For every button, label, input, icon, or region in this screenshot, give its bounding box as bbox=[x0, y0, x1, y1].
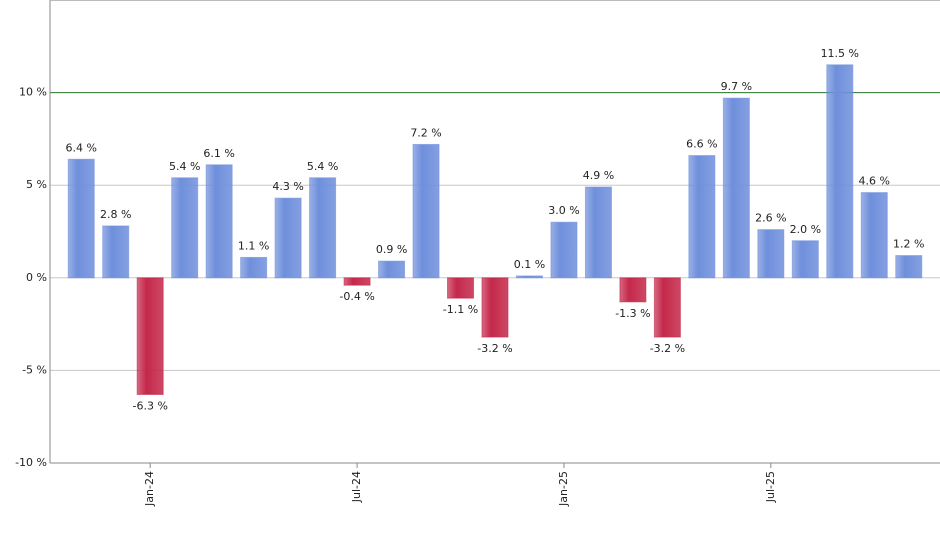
value-label: 2.0 % bbox=[790, 223, 821, 236]
bar bbox=[412, 143, 440, 279]
value-label: -3.2 % bbox=[650, 342, 685, 355]
value-label: 4.6 % bbox=[859, 175, 890, 188]
value-label: 2.8 % bbox=[100, 208, 131, 221]
bar bbox=[309, 177, 337, 279]
y-tick-label: -10 % bbox=[15, 456, 47, 469]
bar bbox=[722, 97, 750, 279]
value-label: -1.3 % bbox=[615, 307, 650, 320]
bar bbox=[550, 221, 578, 279]
value-label: 5.4 % bbox=[169, 160, 200, 173]
value-label: 5.4 % bbox=[307, 160, 338, 173]
bar bbox=[584, 186, 612, 279]
value-label: 6.4 % bbox=[66, 141, 97, 154]
bar bbox=[757, 229, 785, 279]
x-tick-label: Jan-24 bbox=[143, 471, 156, 507]
value-label: 4.3 % bbox=[272, 180, 303, 193]
bar bbox=[688, 155, 716, 279]
bar bbox=[378, 260, 406, 279]
bar bbox=[860, 192, 888, 279]
y-tick-label: -5 % bbox=[22, 363, 47, 376]
bar bbox=[171, 177, 199, 279]
value-label: 6.6 % bbox=[686, 138, 717, 151]
value-label: 11.5 % bbox=[821, 47, 859, 60]
bar bbox=[791, 240, 819, 279]
value-label: 9.7 % bbox=[721, 80, 752, 93]
x-tick-label: Jul-25 bbox=[764, 471, 777, 503]
bar bbox=[102, 225, 130, 279]
value-label: -3.2 % bbox=[477, 342, 512, 355]
bar bbox=[274, 197, 302, 279]
value-label: 1.1 % bbox=[238, 239, 269, 252]
value-label: -1.1 % bbox=[443, 303, 478, 316]
x-tick-label: Jul-24 bbox=[350, 471, 363, 503]
bar bbox=[895, 255, 923, 279]
bar bbox=[619, 277, 647, 303]
value-label: 0.1 % bbox=[514, 258, 545, 271]
value-label: 1.2 % bbox=[893, 238, 924, 251]
bar bbox=[343, 277, 371, 286]
bar bbox=[240, 256, 268, 279]
value-label: 2.6 % bbox=[755, 212, 786, 225]
y-tick-label: 0 % bbox=[26, 271, 47, 284]
value-label: 7.2 % bbox=[410, 126, 441, 139]
value-label: -0.4 % bbox=[339, 290, 374, 303]
bar bbox=[515, 275, 543, 279]
x-tick-label: Jan-25 bbox=[557, 471, 570, 507]
value-label: 0.9 % bbox=[376, 243, 407, 256]
bar bbox=[826, 64, 854, 279]
bar bbox=[136, 277, 164, 395]
bar bbox=[205, 164, 233, 279]
value-label: -6.3 % bbox=[132, 399, 167, 412]
value-label: 6.1 % bbox=[203, 147, 234, 160]
y-tick-label: 5 % bbox=[26, 178, 47, 191]
bar bbox=[447, 277, 475, 299]
bar bbox=[653, 277, 681, 338]
y-tick-label: 10 % bbox=[19, 86, 47, 99]
bar bbox=[67, 158, 95, 279]
value-label: 3.0 % bbox=[548, 204, 579, 217]
bar bbox=[481, 277, 509, 338]
value-label: 4.9 % bbox=[583, 169, 614, 182]
